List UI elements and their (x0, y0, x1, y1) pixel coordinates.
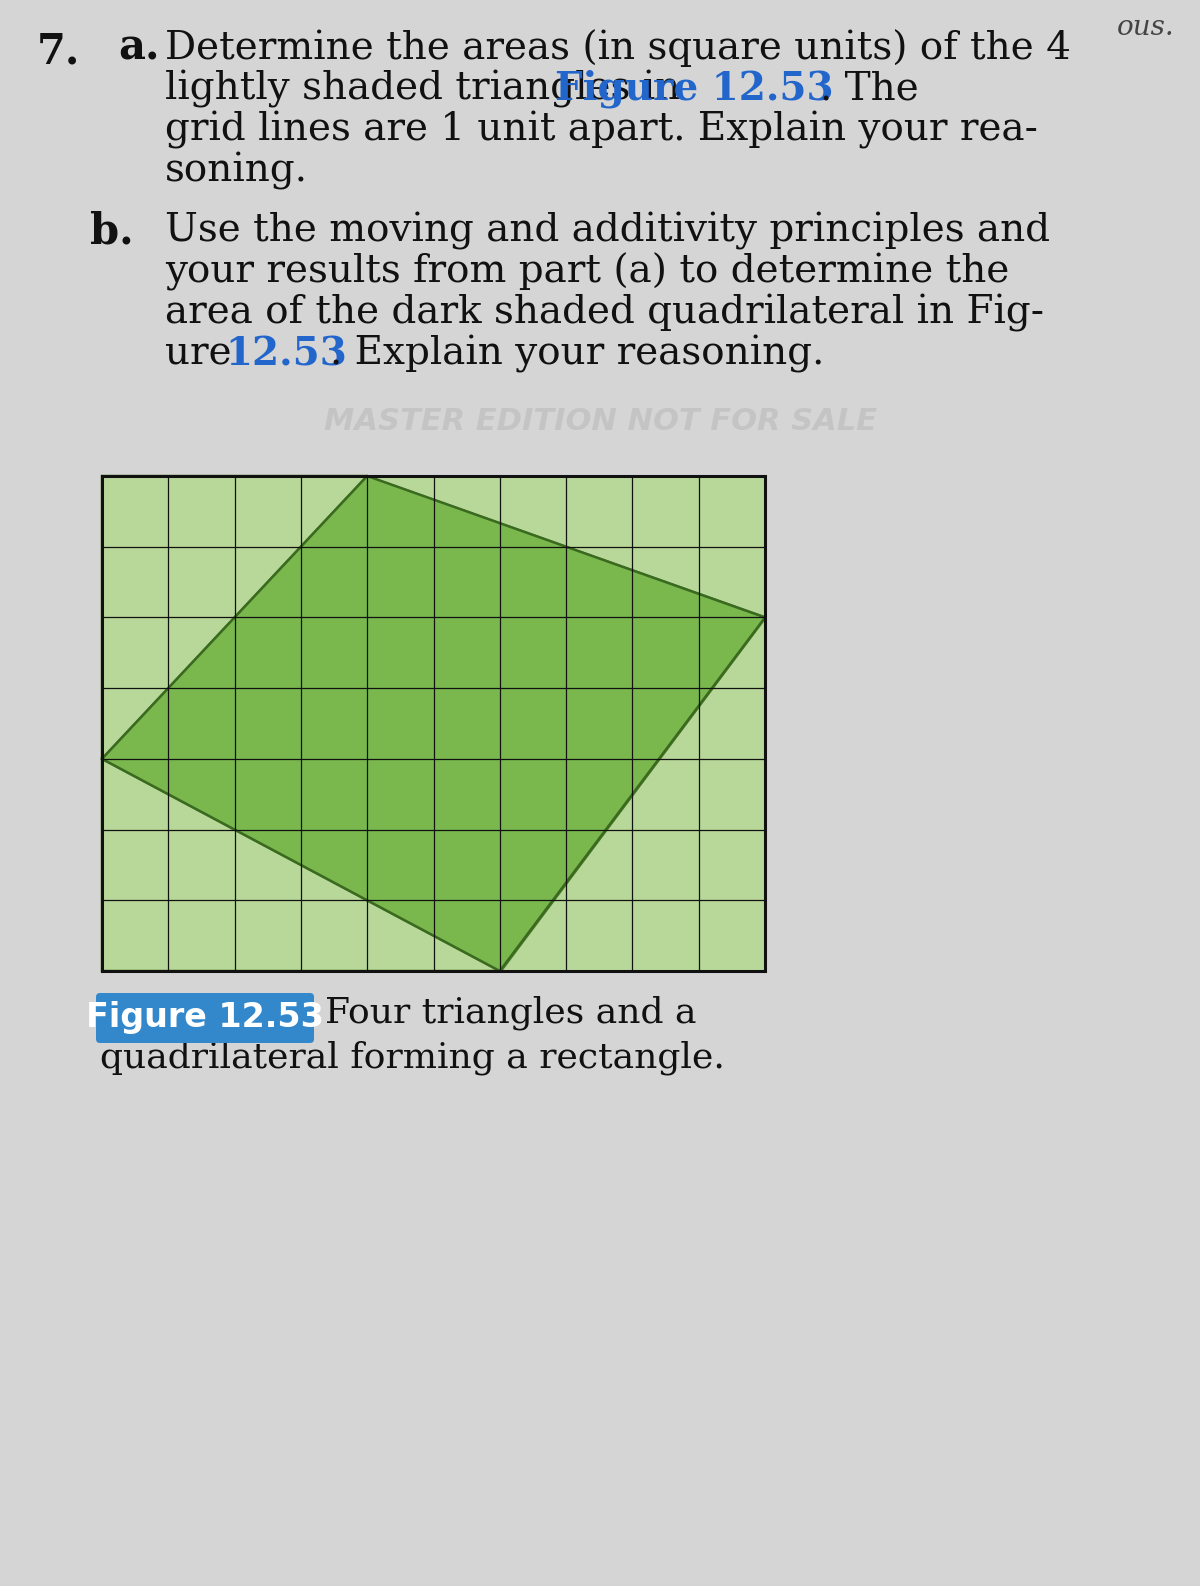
Text: soning.: soning. (166, 152, 308, 190)
Text: lightly shaded triangles in: lightly shaded triangles in (166, 70, 692, 108)
Text: ure: ure (166, 336, 244, 373)
Polygon shape (102, 476, 766, 971)
Text: MASTER EDITION NOT FOR SALE: MASTER EDITION NOT FOR SALE (324, 406, 876, 436)
Text: ous.: ous. (1117, 14, 1175, 41)
Text: b.: b. (90, 209, 133, 252)
Text: grid lines are 1 unit apart. Explain your rea-: grid lines are 1 unit apart. Explain you… (166, 111, 1038, 149)
Bar (102, 476, 766, 971)
Text: your results from part (a) to determine the: your results from part (a) to determine … (166, 252, 1009, 292)
Text: a.: a. (118, 27, 160, 70)
Text: Figure 12.53: Figure 12.53 (554, 70, 834, 108)
FancyBboxPatch shape (96, 993, 314, 1044)
Text: area of the dark shaded quadrilateral in Fig-: area of the dark shaded quadrilateral in… (166, 293, 1044, 331)
Polygon shape (102, 758, 499, 971)
Text: Use the moving and additivity principles and: Use the moving and additivity principles… (166, 213, 1050, 251)
Polygon shape (499, 617, 766, 971)
Polygon shape (367, 476, 766, 617)
Text: . Explain your reasoning.: . Explain your reasoning. (330, 335, 824, 373)
Polygon shape (102, 476, 367, 758)
Text: . The: . The (820, 70, 919, 108)
Text: Figure 12.53: Figure 12.53 (86, 1001, 324, 1034)
Text: quadrilateral forming a rectangle.: quadrilateral forming a rectangle. (100, 1040, 725, 1075)
Text: 12.53: 12.53 (226, 335, 347, 373)
Bar (102, 476, 766, 971)
Text: Four triangles and a: Four triangles and a (325, 996, 696, 1031)
Text: 7.: 7. (36, 30, 79, 71)
Text: Determine the areas (in square units) of the 4: Determine the areas (in square units) of… (166, 29, 1072, 67)
